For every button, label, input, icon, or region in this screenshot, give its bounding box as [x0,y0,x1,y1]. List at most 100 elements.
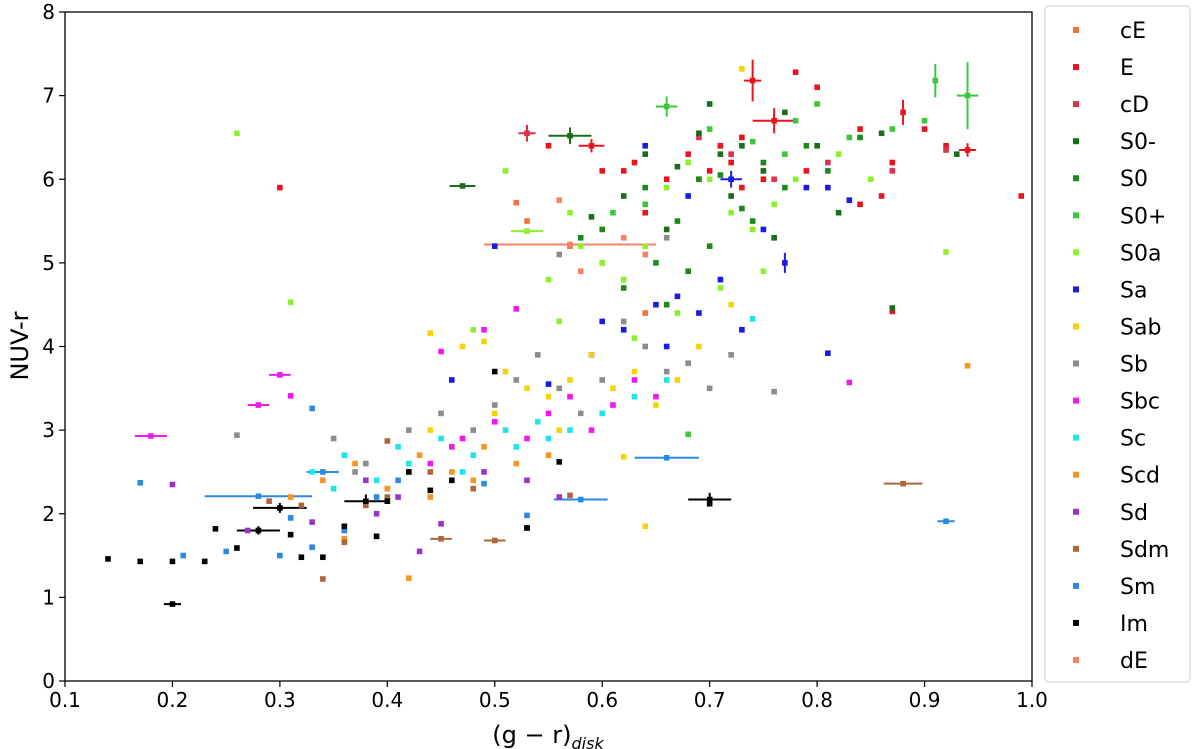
data-point [427,460,434,467]
data-point [524,477,530,484]
data-point [857,134,863,141]
data-point [384,485,391,492]
data-point [610,402,616,408]
data-point [825,184,831,191]
data-point [556,427,563,433]
data-point [169,481,176,488]
data-point [556,385,563,392]
data-point [620,193,627,199]
data-point [642,310,648,316]
legend-label: Sbc [1120,390,1160,415]
legend-label: dE [1120,649,1148,674]
data-point [706,168,713,174]
data-point [491,243,498,249]
data-point [567,132,573,139]
data-point [567,393,573,400]
legend-swatch [1073,286,1079,293]
data-point [653,260,659,266]
data-point [234,545,240,551]
data-point [395,494,401,500]
data-point [685,360,691,367]
data-point [631,377,638,383]
data-point [416,452,423,459]
data-point [663,226,670,233]
legend-label: Sb [1120,353,1148,378]
data-point [792,176,799,183]
data-point [921,117,928,124]
data-point [728,159,734,166]
data-point [137,480,144,486]
data-point [427,469,434,475]
legend-swatch [1073,619,1079,626]
data-point [438,410,444,417]
x-tick-label: 0.9 [909,688,941,712]
data-point [373,477,380,484]
x-axis: 0.1 0.2 0.3 0.4 0.5 0.6 0.7 0.8 0.9 1.0 [49,681,1048,712]
data-point [739,143,745,149]
data-point [642,343,648,350]
data-point [416,548,423,555]
x-axis-label-subscript: disk [572,734,605,749]
legend-label: E [1120,56,1134,81]
legend: cE EcD S0- S0 S0+ S0a Sa Sab Sb Sbc Sc Scd Sd Sdm Sm Im… [1044,5,1191,683]
y-tick-label: 0 [42,669,55,693]
data-point [900,480,906,487]
legend-label: S0- [1120,130,1156,155]
legend-swatch [1073,101,1079,108]
data-point [524,130,530,137]
data-point [427,487,434,494]
data-point [696,130,702,137]
data-point [577,410,584,417]
data-point [588,427,595,433]
data-point [889,126,896,132]
data-point [792,117,799,124]
data-point [663,301,670,308]
data-point [943,147,949,153]
data-point [717,151,724,157]
data-point [363,477,369,484]
data-point [481,480,487,487]
legend-label: Scd [1120,464,1160,489]
data-point [406,469,412,475]
data-point [706,176,713,183]
data-point [964,362,971,369]
data-point [470,485,477,492]
data-point [545,381,552,387]
data-point [395,477,401,484]
data-point [846,379,853,386]
data-point [277,372,283,378]
data-point [341,539,348,545]
data-point [384,438,391,444]
data-point [577,268,584,275]
data-point [685,268,691,275]
data-point [513,199,520,206]
data-point [782,184,788,191]
data-point [287,531,294,538]
data-point [749,226,756,233]
data-point [481,326,487,333]
data-point [287,393,294,399]
data-point [696,134,702,141]
data-point [449,477,455,484]
data-point [255,493,262,499]
data-point [513,460,520,467]
data-point [825,159,831,166]
data-point [556,318,563,325]
legend-label: Sa [1120,278,1147,303]
data-point [717,276,724,283]
data-point [599,260,606,266]
data-point [814,84,820,91]
data-point [212,526,219,532]
data-point [491,537,498,544]
data-point [567,492,573,499]
data-point [782,151,788,157]
x-tick-label: 0.8 [801,688,833,712]
data-point [449,377,455,383]
data-point [631,159,638,166]
data-point [545,393,552,400]
data-point [642,209,648,216]
data-point [663,176,670,183]
x-tick-label: 0.6 [586,688,618,712]
x-tick-label: 0.7 [694,688,726,712]
